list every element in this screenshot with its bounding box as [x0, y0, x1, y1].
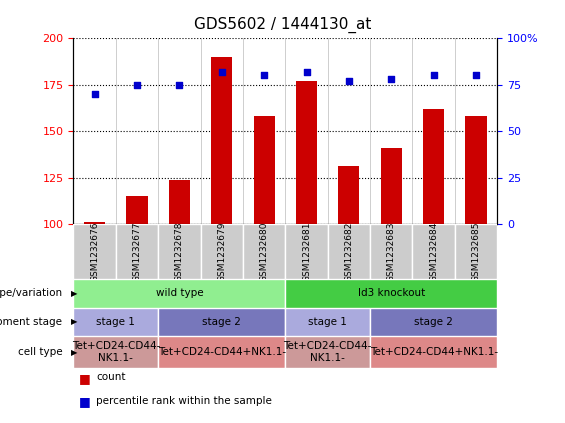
- Text: cell type: cell type: [18, 347, 62, 357]
- Bar: [73, 279, 285, 308]
- Point: [471, 72, 480, 79]
- Bar: [296, 81, 317, 224]
- Bar: [201, 224, 243, 279]
- Bar: [158, 308, 285, 336]
- Text: GSM1232682: GSM1232682: [345, 221, 353, 282]
- Point: [90, 91, 99, 97]
- Bar: [338, 167, 359, 224]
- Bar: [285, 336, 370, 368]
- Text: stage 1: stage 1: [97, 317, 135, 327]
- Text: ■: ■: [79, 396, 91, 409]
- Text: stage 2: stage 2: [202, 317, 241, 327]
- Bar: [254, 116, 275, 224]
- Text: GSM1232685: GSM1232685: [472, 221, 480, 282]
- Bar: [370, 224, 412, 279]
- Text: GSM1232676: GSM1232676: [90, 221, 99, 282]
- Point: [259, 72, 269, 79]
- Text: ■: ■: [79, 372, 91, 385]
- Bar: [328, 224, 370, 279]
- Text: Tet+CD24-CD44-
NK1.1-: Tet+CD24-CD44- NK1.1-: [284, 341, 372, 363]
- Bar: [285, 279, 497, 308]
- Point: [344, 77, 354, 84]
- Text: percentile rank within the sample: percentile rank within the sample: [96, 396, 272, 406]
- Point: [302, 68, 311, 75]
- Text: count: count: [96, 372, 125, 382]
- Text: Id3 knockout: Id3 knockout: [358, 288, 425, 298]
- Point: [132, 81, 141, 88]
- Bar: [73, 336, 158, 368]
- Bar: [370, 308, 497, 336]
- Bar: [243, 224, 285, 279]
- Bar: [158, 224, 201, 279]
- Text: genotype/variation: genotype/variation: [0, 288, 62, 298]
- Bar: [466, 116, 486, 224]
- Bar: [127, 196, 147, 224]
- Text: GSM1232677: GSM1232677: [133, 221, 141, 282]
- Bar: [84, 222, 105, 224]
- Text: GSM1232678: GSM1232678: [175, 221, 184, 282]
- Text: GSM1232680: GSM1232680: [260, 221, 268, 282]
- Point: [386, 76, 396, 82]
- Text: GDS5602 / 1444130_at: GDS5602 / 1444130_at: [194, 17, 371, 33]
- Bar: [158, 336, 285, 368]
- Text: Tet+CD24-CD44+NK1.1-: Tet+CD24-CD44+NK1.1-: [158, 347, 286, 357]
- Bar: [285, 224, 328, 279]
- Text: GSM1232679: GSM1232679: [218, 221, 226, 282]
- Bar: [169, 179, 190, 224]
- Bar: [381, 148, 402, 224]
- Text: ▶: ▶: [71, 348, 77, 357]
- Text: ▶: ▶: [71, 318, 77, 327]
- Bar: [211, 57, 232, 224]
- Text: wild type: wild type: [155, 288, 203, 298]
- Point: [175, 81, 184, 88]
- Text: Tet+CD24-CD44-
NK1.1-: Tet+CD24-CD44- NK1.1-: [72, 341, 160, 363]
- Bar: [412, 224, 455, 279]
- Point: [217, 68, 226, 75]
- Text: stage 1: stage 1: [308, 317, 347, 327]
- Point: [429, 72, 438, 79]
- Text: ▶: ▶: [71, 289, 77, 298]
- Text: GSM1232684: GSM1232684: [429, 221, 438, 282]
- Bar: [73, 308, 158, 336]
- Text: Tet+CD24-CD44+NK1.1-: Tet+CD24-CD44+NK1.1-: [370, 347, 498, 357]
- Bar: [73, 224, 116, 279]
- Text: stage 2: stage 2: [414, 317, 453, 327]
- Bar: [116, 224, 158, 279]
- Text: development stage: development stage: [0, 317, 62, 327]
- Bar: [285, 308, 370, 336]
- Bar: [423, 109, 444, 224]
- Text: GSM1232681: GSM1232681: [302, 221, 311, 282]
- Bar: [455, 224, 497, 279]
- Bar: [370, 336, 497, 368]
- Text: GSM1232683: GSM1232683: [387, 221, 396, 282]
